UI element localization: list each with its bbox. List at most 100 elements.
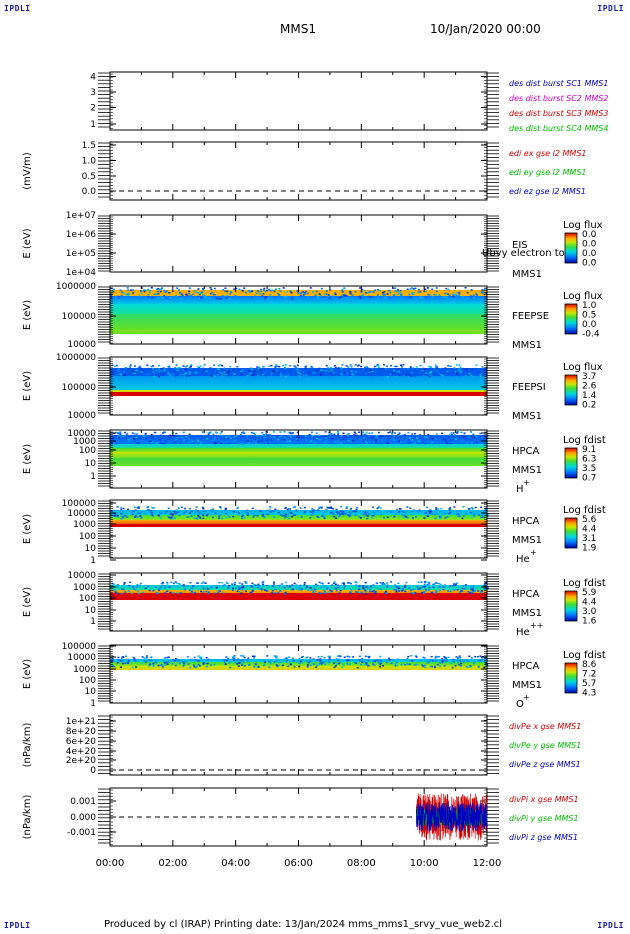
heat-speck xyxy=(154,431,157,434)
heat-speck xyxy=(471,592,474,594)
heat-speck xyxy=(210,288,213,291)
heat-speck xyxy=(203,510,206,512)
heat-speck xyxy=(208,432,211,435)
colorbar-tick-label: 3.5 xyxy=(582,464,596,474)
heat-speck xyxy=(418,509,421,511)
heat-speck xyxy=(182,439,185,441)
heat-speck xyxy=(219,364,222,366)
heat-speck xyxy=(456,372,458,375)
heat-speck xyxy=(304,435,307,437)
heat-speck xyxy=(273,592,276,594)
heat-speck xyxy=(249,291,252,293)
heat-speck xyxy=(413,374,416,377)
heat-speck xyxy=(332,508,335,510)
heat-speck xyxy=(238,512,241,514)
heat-speck xyxy=(229,293,232,295)
heat-speck xyxy=(178,584,181,586)
heat-speck xyxy=(202,663,205,665)
heat-speck xyxy=(162,367,165,369)
heat-speck xyxy=(206,588,209,590)
heat-speck xyxy=(313,663,316,665)
heat-band xyxy=(110,304,487,314)
heat-speck xyxy=(334,292,337,294)
heat-speck xyxy=(321,511,323,513)
heat-speck xyxy=(299,584,302,587)
heat-speck xyxy=(411,433,414,435)
heat-speck xyxy=(132,585,135,588)
heat-speck xyxy=(209,367,212,369)
heat-speck xyxy=(141,656,144,658)
heat-speck xyxy=(275,364,278,366)
heat-speck xyxy=(297,588,300,590)
heat-speck xyxy=(300,516,303,518)
heat-speck xyxy=(274,657,277,659)
heat-speck xyxy=(288,431,291,434)
y-tick-label: 100 xyxy=(79,676,96,686)
heat-speck xyxy=(342,438,345,440)
footer-credit: Produced by cl (IRAP) Printing date: 13/… xyxy=(104,919,503,930)
heat-speck xyxy=(359,438,362,441)
heat-speck xyxy=(397,293,400,295)
heat-speck xyxy=(124,514,127,517)
heat-speck xyxy=(384,592,386,594)
heat-speck xyxy=(344,296,347,299)
heat-speck xyxy=(484,582,487,584)
heat-speck xyxy=(246,435,249,437)
heat-speck xyxy=(424,372,427,374)
heat-speck xyxy=(362,440,365,443)
heat-speck xyxy=(291,297,294,300)
heat-speck xyxy=(117,510,120,513)
heat-speck xyxy=(388,513,391,516)
heat-speck xyxy=(241,663,243,665)
heat-speck xyxy=(354,510,357,513)
heat-speck xyxy=(394,663,397,665)
heat-speck xyxy=(176,369,179,371)
heat-speck xyxy=(285,661,288,663)
heat-speck xyxy=(170,374,172,376)
heat-speck xyxy=(364,514,367,516)
heat-speck xyxy=(225,436,227,438)
heat-speck xyxy=(453,367,456,369)
heat-speck xyxy=(337,433,339,435)
heat-speck xyxy=(169,513,172,515)
heat-speck xyxy=(226,582,229,585)
heat-speck xyxy=(350,582,352,585)
colorbar-tick-label: 0.0 xyxy=(582,230,597,240)
heat-speck xyxy=(420,439,423,442)
heat-speck xyxy=(241,515,244,518)
heat-speck xyxy=(451,434,453,436)
heat-speck xyxy=(224,508,227,511)
heat-speck xyxy=(445,660,448,662)
heat-speck xyxy=(333,433,336,436)
heat-speck xyxy=(304,657,307,659)
heat-speck xyxy=(327,591,330,594)
heat-speck xyxy=(221,587,224,589)
heat-speck xyxy=(259,439,262,441)
heat-speck xyxy=(220,435,223,437)
heat-speck xyxy=(147,585,150,588)
heat-speck xyxy=(428,583,431,585)
heat-speck xyxy=(277,661,280,664)
heat-speck xyxy=(481,434,484,437)
y-tick-label: 4e+20 xyxy=(66,747,97,757)
corner-mark-tl: IPDLI xyxy=(4,4,31,13)
heat-speck xyxy=(430,591,433,594)
heat-speck xyxy=(319,659,321,662)
heat-speck xyxy=(428,375,431,378)
heat-speck xyxy=(383,583,385,585)
heat-speck xyxy=(308,370,311,373)
heat-speck xyxy=(453,583,456,585)
heat-speck xyxy=(328,658,331,660)
heat-speck xyxy=(282,513,285,515)
heat-speck xyxy=(401,434,404,437)
heat-speck xyxy=(387,657,390,660)
y-tick-label: 1000 xyxy=(73,437,96,447)
heat-speck xyxy=(331,590,333,593)
heat-speck xyxy=(268,666,271,668)
instrument-label: HPCA xyxy=(512,661,540,672)
heat-speck xyxy=(160,367,163,370)
heat-speck xyxy=(211,511,214,513)
heat-speck xyxy=(248,370,251,372)
heat-speck xyxy=(460,372,463,375)
heat-speck xyxy=(358,431,361,433)
